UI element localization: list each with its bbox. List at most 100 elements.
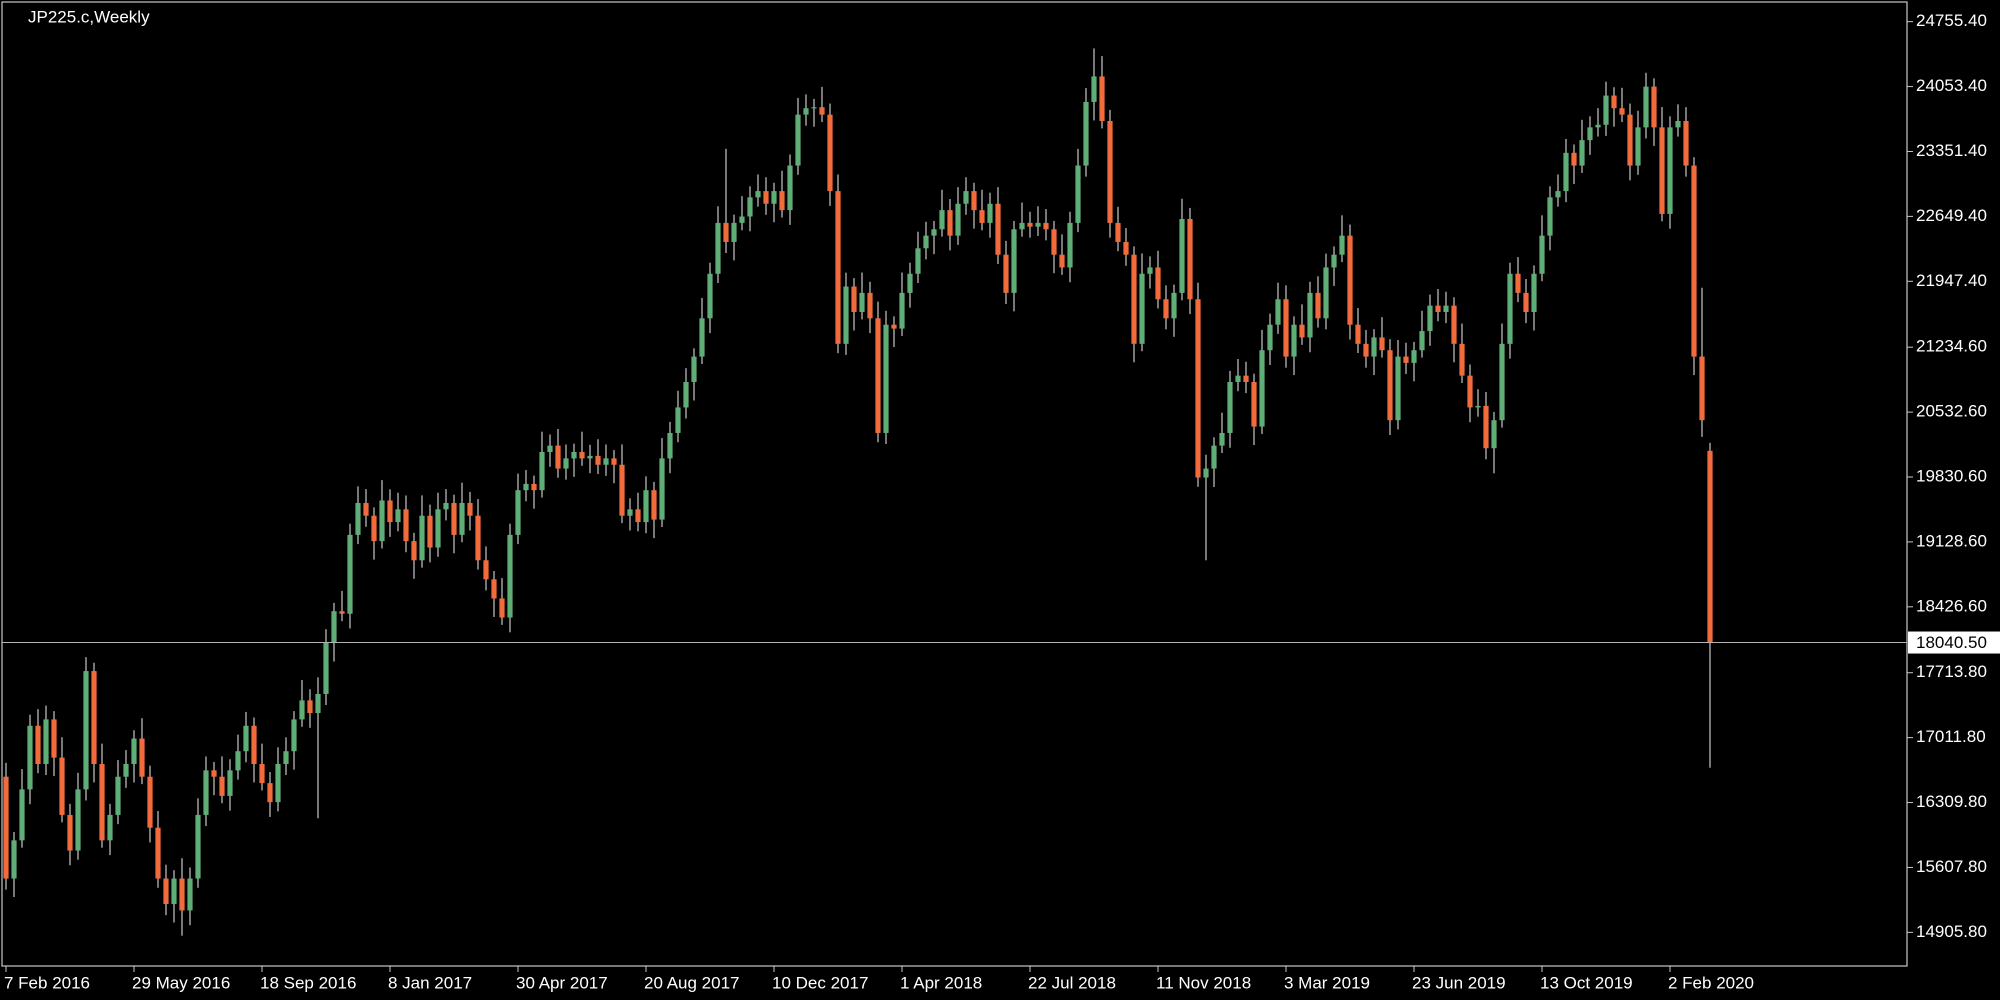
candle-body-down	[363, 502, 369, 516]
candle-body-up	[939, 210, 945, 230]
x-tick-label: 20 Aug 2017	[644, 973, 739, 992]
candle-body-up	[1035, 222, 1041, 227]
candle-body-up	[1139, 273, 1145, 344]
candle-body-down	[1699, 356, 1705, 421]
candle-body-down	[1611, 95, 1617, 109]
candle-body-up	[507, 534, 513, 618]
candle-body-up	[283, 751, 289, 764]
candle-body-up	[1203, 468, 1209, 478]
candle-body-up	[275, 763, 281, 803]
candle-body-down	[491, 579, 497, 599]
candle-body-up	[1219, 432, 1225, 446]
candle-body-up	[203, 770, 209, 815]
candle-body-down	[1315, 292, 1321, 319]
y-tick-label: 14905.80	[1916, 922, 1987, 941]
candle-body-up	[731, 222, 737, 242]
candle-body-down	[1691, 165, 1697, 357]
candle-body-up	[683, 382, 689, 408]
candle-body-down	[1027, 222, 1033, 227]
candle-body-up	[395, 509, 401, 523]
candle-body-up	[699, 318, 705, 357]
x-tick-label: 1 Apr 2018	[900, 973, 982, 992]
candle-body-down	[387, 500, 393, 523]
x-tick-label: 30 Apr 2017	[516, 973, 608, 992]
candle-body-up	[315, 693, 321, 714]
candle-body-up	[299, 700, 305, 720]
candle-body-down	[467, 502, 473, 516]
candle-body-up	[379, 500, 385, 542]
candle-body-down	[1451, 305, 1457, 344]
candle-body-down	[851, 286, 857, 313]
candle-body-up	[675, 407, 681, 433]
y-tick-label: 23351.40	[1916, 141, 1987, 160]
candle-body-down	[267, 783, 273, 803]
x-tick-label: 10 Dec 2017	[772, 973, 868, 992]
candle-body-up	[1547, 197, 1553, 236]
candle-body-down	[827, 114, 833, 192]
candle-body-down	[835, 191, 841, 344]
candle-body-up	[331, 611, 337, 644]
candle-body-up	[1211, 445, 1217, 469]
candle-body-up	[27, 725, 33, 790]
candle-body-down	[635, 509, 641, 523]
x-tick-label: 29 May 2016	[132, 973, 230, 992]
y-tick-label: 17011.80	[1916, 727, 1986, 746]
candle-body-up	[1475, 405, 1481, 408]
candle-body-down	[251, 725, 257, 764]
candle-body-down	[403, 509, 409, 542]
plot-frame	[1, 1, 1908, 967]
candle-body-up	[811, 107, 817, 109]
candle-body-up	[707, 273, 713, 319]
y-tick-label: 15607.80	[1916, 857, 1987, 876]
candle-body-down	[1379, 337, 1385, 351]
candle-body-up	[771, 191, 777, 204]
candle-body-up	[1587, 127, 1593, 141]
candle-body-up	[123, 763, 129, 777]
candle-body-up	[515, 490, 521, 535]
y-tick-label: 19830.60	[1916, 466, 1987, 485]
candle-body-down	[147, 776, 153, 828]
candle-body-down	[1467, 375, 1473, 408]
candle-body-down	[611, 458, 617, 465]
candle-body-up	[235, 751, 241, 771]
candle-body-down	[1627, 114, 1633, 166]
candle-body-down	[1435, 305, 1441, 313]
y-tick-label: 24053.40	[1916, 76, 1987, 95]
candle-body-up	[1603, 95, 1609, 125]
candle-body-up	[83, 671, 89, 790]
chart-title: JP225.c,Weekly	[28, 7, 150, 26]
candle-body-up	[899, 292, 905, 329]
candle-body-up	[843, 286, 849, 344]
candle-body-up	[667, 432, 673, 459]
candle-body-down	[155, 827, 161, 879]
candle-body-down	[819, 107, 825, 115]
candle-body-up	[955, 203, 961, 236]
candle-body-up	[795, 114, 801, 166]
candle-body-up	[1635, 127, 1641, 166]
candle-body-down	[1051, 229, 1057, 255]
candle-body-up	[1171, 292, 1177, 319]
candle-body-up	[715, 222, 721, 274]
candle-body-down	[1099, 76, 1105, 121]
candle-body-down	[1707, 450, 1713, 643]
candle-body-down	[91, 671, 97, 764]
candle-body-down	[971, 191, 977, 211]
candle-body-down	[1659, 127, 1665, 214]
candle-body-up	[803, 108, 809, 115]
candle-body-down	[619, 464, 625, 516]
candle-body-up	[75, 789, 81, 851]
candle-body-down	[211, 770, 217, 777]
candle-body-down	[1683, 120, 1689, 166]
candle-body-up	[1323, 267, 1329, 319]
candle-body-up	[19, 789, 25, 841]
candle-body-up	[1499, 343, 1505, 421]
candle-body-up	[1011, 229, 1017, 293]
candle-body-up	[1331, 254, 1337, 268]
candle-body-down	[1043, 222, 1049, 230]
candle-body-down	[595, 455, 601, 465]
candle-body-down	[1571, 152, 1577, 166]
candle-body-up	[1411, 350, 1417, 363]
